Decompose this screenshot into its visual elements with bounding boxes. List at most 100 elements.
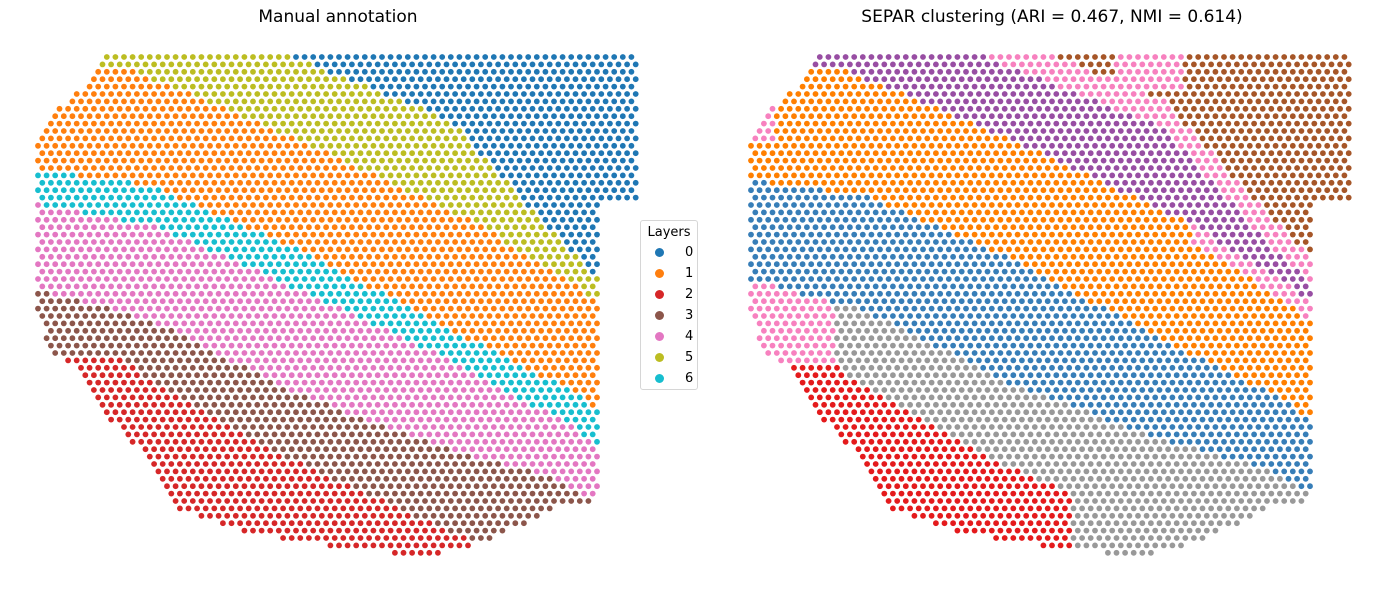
spot-point: [529, 387, 536, 393]
spot-point: [585, 320, 592, 327]
spot-point: [383, 535, 390, 541]
spot-point: [387, 202, 394, 208]
spot-point: [1001, 105, 1008, 112]
spot-point: [228, 416, 235, 423]
spot-point: [1324, 68, 1331, 75]
spot-point: [624, 194, 630, 201]
spot-point: [452, 105, 458, 112]
spot-point: [551, 98, 557, 105]
spot-point: [297, 61, 304, 68]
spot-point: [164, 246, 170, 253]
spot-point: [452, 120, 458, 127]
spot-point: [1083, 54, 1090, 60]
spot-point: [443, 268, 450, 275]
spot-point: [542, 394, 549, 401]
spot-point: [280, 313, 286, 319]
spot-point: [478, 490, 484, 497]
spot-point: [318, 216, 325, 223]
spot-point: [529, 239, 536, 245]
spot-point: [443, 313, 450, 319]
spot-point: [885, 157, 892, 164]
spot-point: [280, 283, 286, 290]
spot-point: [1255, 98, 1262, 105]
spot-point: [1010, 120, 1017, 127]
spot-point: [267, 379, 274, 386]
spot-point: [361, 216, 368, 223]
spot-point: [1014, 142, 1021, 149]
spot-point: [1019, 61, 1025, 68]
spot-point: [594, 305, 600, 312]
spot-point: [538, 76, 544, 83]
spot-point: [439, 246, 446, 253]
spot-point: [576, 483, 583, 490]
spot-point: [473, 172, 480, 179]
spot-point: [366, 475, 372, 482]
spot-point: [1272, 83, 1279, 90]
spot-point: [842, 83, 849, 90]
spot-point: [323, 61, 329, 68]
spot-point: [185, 446, 192, 453]
spot-point: [177, 357, 183, 364]
spot-point: [353, 409, 360, 416]
spot-point: [69, 246, 76, 253]
spot-point: [439, 142, 446, 149]
spot-point: [228, 224, 235, 231]
spot-point: [159, 253, 166, 260]
spot-point: [220, 120, 226, 127]
spot-point: [48, 135, 54, 142]
spot-point: [267, 231, 274, 238]
spot-point: [357, 120, 364, 127]
spot-point: [366, 387, 372, 393]
spot-point: [430, 335, 437, 342]
spot-point: [791, 98, 797, 105]
spot-point: [413, 527, 420, 534]
spot-point: [469, 535, 476, 541]
spot-point: [159, 61, 166, 68]
spot-point: [1117, 98, 1124, 105]
spot-point: [516, 305, 523, 312]
spot-point: [387, 542, 394, 549]
spot-point: [288, 535, 295, 541]
spot-point: [310, 83, 317, 90]
spot-point: [155, 438, 162, 445]
spot-point: [323, 313, 329, 319]
spot-point: [168, 209, 175, 216]
spot-point: [413, 276, 420, 282]
spot-point: [486, 239, 493, 245]
spot-point: [465, 364, 471, 371]
spot-point: [572, 91, 579, 97]
spot-point: [237, 357, 244, 364]
spot-point: [430, 157, 437, 164]
spot-point: [1122, 105, 1128, 112]
spot-point: [250, 68, 256, 75]
spot-point: [1199, 91, 1206, 97]
spot-point: [112, 128, 119, 134]
spot-point: [336, 364, 342, 371]
spot-point: [142, 194, 149, 201]
spot-point: [911, 54, 918, 60]
spot-point: [254, 61, 261, 68]
spot-point: [447, 394, 454, 401]
spot-point: [331, 61, 338, 68]
spot-point: [379, 202, 385, 208]
spot-point: [224, 424, 231, 430]
spot-point: [228, 253, 235, 260]
spot-point: [439, 231, 446, 238]
spot-point: [564, 179, 570, 186]
spot-point: [357, 194, 364, 201]
spot-point: [366, 283, 372, 290]
spot-point: [572, 179, 579, 186]
spot-point: [318, 246, 325, 253]
spot-point: [142, 120, 149, 127]
spot-point: [1242, 105, 1249, 112]
spot-point: [228, 327, 235, 334]
spot-point: [349, 372, 355, 379]
spot-point: [116, 135, 123, 142]
spot-point: [615, 150, 622, 157]
spot-point: [39, 268, 46, 275]
spot-point: [417, 431, 424, 438]
spot-point: [228, 91, 235, 97]
spot-point: [284, 305, 291, 312]
spot-point: [331, 209, 338, 216]
spot-point: [370, 187, 377, 194]
